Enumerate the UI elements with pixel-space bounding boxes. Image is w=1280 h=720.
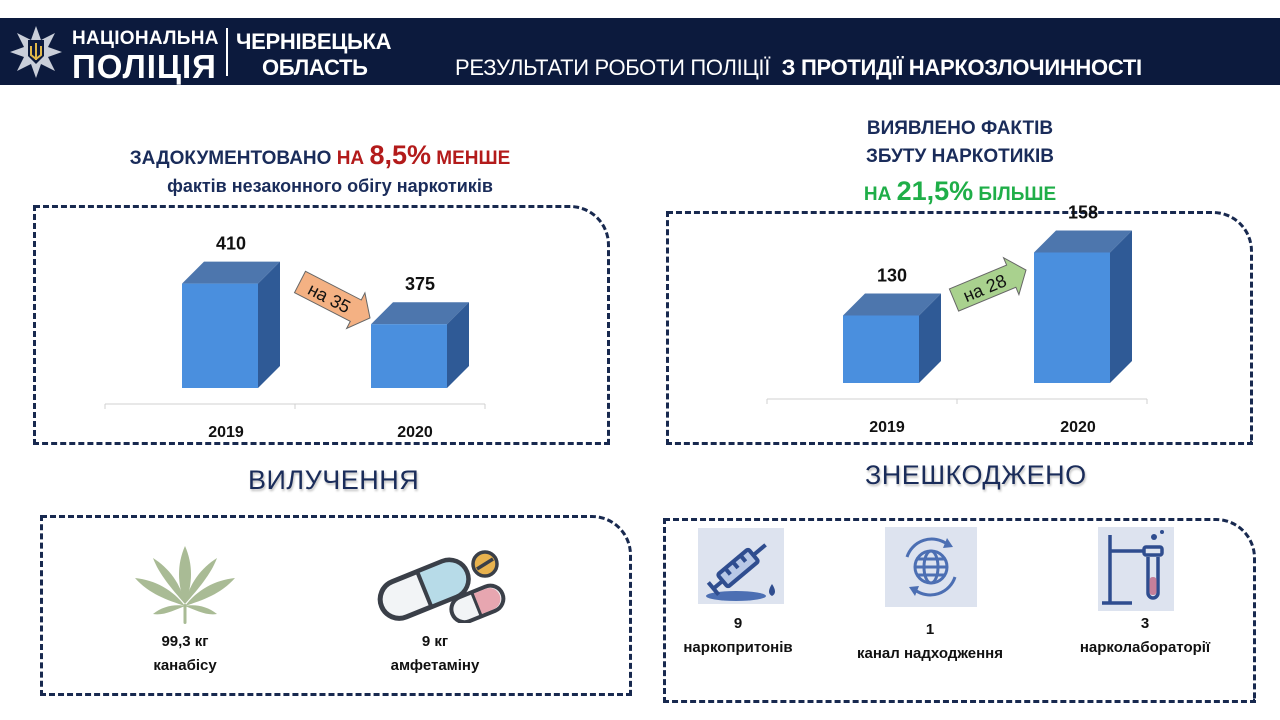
- left-headline-part2: НА: [336, 148, 370, 169]
- right-headline-line3: НА 21,5% БІЛЬШЕ: [760, 176, 1160, 207]
- cannabis-leaf-icon: [135, 546, 235, 624]
- lab-icon: [1098, 527, 1174, 611]
- change-arrow: на 35: [293, 270, 371, 330]
- left-headline-percent: 8,5%: [369, 140, 431, 170]
- bar-side-2020: [447, 302, 469, 388]
- neutralized-title: ЗНЕШКОДЖЕНО: [865, 460, 1087, 490]
- change-arrow-shape: [293, 270, 371, 330]
- neutralized-item-dens: 9 наркопритонів: [663, 612, 813, 660]
- header-bar: НАЦІОНАЛЬНА ПОЛІЦІЯ ЧЕРНІВЕЦЬКА ОБЛАСТЬ …: [0, 18, 1280, 85]
- page-title-bold: З ПРОТИДІЇ НАРКОЗЛОЧИННОСТІ: [781, 55, 1142, 80]
- right-headline-part2: БІЛЬШЕ: [973, 184, 1057, 205]
- bar-top-2019: [843, 293, 941, 316]
- data-label-2019: 130: [877, 266, 907, 286]
- header-divider: [226, 28, 228, 76]
- data-label-2020: 375: [405, 274, 435, 294]
- left-chart-frame: [33, 205, 610, 445]
- right-chart-frame: [666, 211, 1253, 445]
- region-line1: ЧЕРНІВЕЦЬКА: [236, 29, 392, 54]
- police-emblem-icon: [10, 26, 62, 78]
- left-headline-subtitle: фактів незаконного обігу наркотиків: [167, 176, 493, 196]
- neutralized-frame: [663, 518, 1256, 703]
- seizure-label: амфетаміну: [390, 657, 480, 674]
- seizure-title: ВИЛУЧЕННЯ: [248, 465, 420, 495]
- category-label-2019: 2019: [869, 419, 905, 436]
- org-name-line1: НАЦІОНАЛЬНА: [72, 28, 219, 49]
- seizure-item-cannabis: 99,3 кг канабісу: [110, 630, 260, 678]
- neutralized-label: канал надходження: [857, 645, 1003, 662]
- left-headline-part3: МЕНШЕ: [430, 148, 511, 169]
- left-headline: ЗАДОКУМЕНТОВАНО НА 8,5% МЕНШЕ: [60, 140, 580, 171]
- data-label-2020: 158: [1068, 203, 1098, 223]
- neutralized-count: 3: [1140, 615, 1150, 632]
- data-label-2019: 410: [216, 234, 246, 254]
- bar-top-2019: [182, 261, 280, 284]
- seizure-item-amphetamine: 9 кг амфетаміну: [360, 630, 510, 678]
- right-headline-line1: ВИЯВЛЕНО ФАКТІВ: [866, 118, 1054, 139]
- bar-2019: [843, 315, 919, 383]
- region-line2: ОБЛАСТЬ: [262, 55, 368, 80]
- bar-side-2019: [258, 261, 280, 388]
- category-label-2020: 2020: [1060, 419, 1096, 436]
- neutralized-label: наркопритонів: [683, 639, 793, 656]
- org-name-line2: ПОЛІЦІЯ: [72, 48, 217, 85]
- category-label-2020: 2020: [397, 424, 433, 441]
- neutralized-label: нарколабораторії: [1079, 639, 1211, 656]
- bar-2020: [1034, 252, 1110, 383]
- pills-icon: [377, 550, 506, 623]
- syringe-icon: [698, 528, 784, 604]
- right-headline-part1: НА: [863, 184, 897, 205]
- seizure-frame: [40, 515, 632, 696]
- left-headline-part1: ЗАДОКУМЕНТОВАНО: [129, 148, 337, 169]
- category-label-2019: 2019: [208, 424, 244, 441]
- bar-top-2020: [371, 302, 469, 325]
- globe-icon: [885, 527, 977, 607]
- change-arrow-shape: [948, 256, 1027, 312]
- right-headline-percent: 21,5%: [896, 176, 974, 206]
- seizure-amount: 99,3 кг: [161, 633, 209, 650]
- right-headline-line2: ЗБУТУ НАРКОТИКІВ: [866, 146, 1054, 167]
- neutralized-item-channel: 1 канал надходження: [840, 618, 1020, 666]
- page-title: РЕЗУЛЬТАТИ РОБОТИ ПОЛІЦІЇ З ПРОТИДІЇ НАР…: [455, 55, 1142, 81]
- seizure-label: канабісу: [153, 657, 217, 674]
- neutralized-count: 1: [925, 621, 935, 638]
- neutralized-count: 9: [733, 615, 743, 632]
- seizure-amount: 9 кг: [421, 633, 449, 650]
- bar-2019: [182, 283, 258, 388]
- page-title-regular: РЕЗУЛЬТАТИ РОБОТИ ПОЛІЦІЇ: [455, 55, 771, 80]
- neutralized-item-labs: 3 нарколабораторії: [1060, 612, 1230, 660]
- change-arrow: на 28: [948, 256, 1027, 312]
- bar-side-2019: [919, 293, 941, 383]
- bar-2020: [371, 324, 447, 388]
- bar-side-2020: [1110, 230, 1132, 383]
- bar-top-2020: [1034, 230, 1132, 253]
